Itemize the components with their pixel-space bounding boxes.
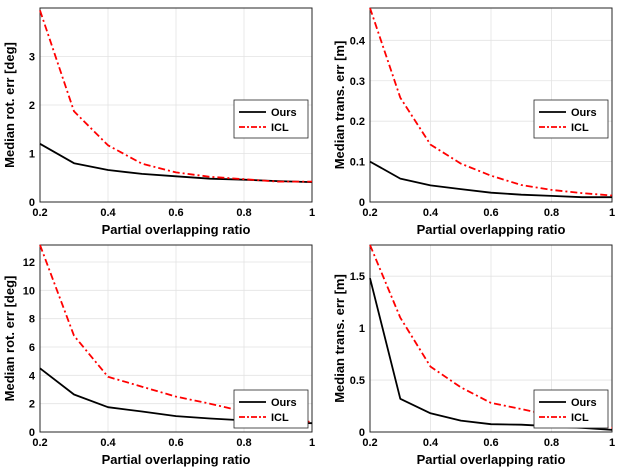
y-tick-label: 2: [29, 100, 35, 112]
x-tick-label: 1: [609, 437, 615, 449]
y-tick-label: 0.1: [350, 157, 365, 169]
axes-frame: [39, 7, 313, 203]
series-line-icl: [39, 10, 312, 183]
y-tick-label: 0.2: [350, 116, 365, 128]
legend-label-ours: Ours: [571, 397, 597, 409]
y-tick-label: 2: [29, 399, 35, 411]
series-line-ours: [369, 160, 612, 199]
x-tick-label: 1: [309, 437, 315, 449]
chart-panel-2: 0.2 0.4 0.6 0.8 1 0 0.1 0.2 0.3 0.4 Partial overla…: [332, 7, 615, 237]
x-axis-label: Partial overlapping ratio: [102, 452, 251, 467]
y-tick-label: 1: [29, 149, 35, 161]
y-tick-label: 0.4: [350, 35, 366, 47]
y-tick-label: 4: [29, 370, 36, 382]
x-axis-label: Partial overlapping ratio: [417, 452, 566, 467]
chart-panel-4: 0.2 0.4 0.6 0.8 1 0 0.5 1 1.5 Partial overlapping…: [332, 244, 615, 467]
axes-frame: [369, 244, 613, 433]
x-tick-label: 0.2: [362, 437, 377, 449]
legend-label-icl: ICL: [271, 412, 289, 424]
y-tick-label: 0: [359, 197, 365, 209]
legend-label-ours: Ours: [571, 107, 597, 119]
x-tick-label: 0.2: [32, 207, 47, 219]
y-tick-label: 1: [359, 323, 365, 335]
x-tick-label: 0.6: [483, 207, 498, 219]
y-tick-label: 0: [29, 427, 35, 439]
chart-panel-1: 0.2 0.4 0.6 0.8 1 0 1 2 3 Partial overlapping rat…: [2, 7, 315, 237]
x-tick-label: 0.4: [100, 437, 116, 449]
series-line-icl: [369, 7, 613, 197]
y-tick-label: 1.5: [350, 271, 365, 283]
x-tick-label: 0.6: [168, 437, 183, 449]
x-tick-label: 0.8: [544, 207, 559, 219]
x-tick-label: 0.4: [423, 437, 439, 449]
x-tick-label: 0.8: [544, 437, 559, 449]
legend-box: [533, 99, 609, 139]
y-tick-label: 6: [29, 342, 35, 354]
y-tick-label: 10: [23, 285, 35, 297]
y-tick-label: 8: [29, 314, 35, 326]
y-axis-label: Median rot. err [deg]: [2, 276, 17, 402]
y-tick-label: 0.5: [350, 375, 365, 387]
y-tick-label: 0: [29, 197, 35, 209]
x-tick-label: 0.8: [236, 437, 251, 449]
legend-label-ours: Ours: [271, 107, 297, 119]
legend-label-icl: ICL: [571, 122, 589, 134]
x-tick-label: 0.8: [236, 207, 251, 219]
legend-box: [233, 99, 309, 139]
x-tick-label: 1: [309, 207, 315, 219]
axes-frame: [369, 7, 613, 203]
series-line-icl: [39, 244, 313, 423]
axes-frame: [39, 244, 313, 433]
legend-label-icl: ICL: [571, 412, 589, 424]
legend-box: [533, 389, 609, 429]
y-tick-label: 0.3: [350, 76, 365, 88]
y-axis-label: Median trans. err [m]: [332, 274, 347, 403]
y-axis-label: Median rot. err [deg]: [2, 42, 17, 168]
y-tick-label: 3: [29, 52, 35, 64]
x-axis-label: Partial overlapping ratio: [102, 222, 251, 237]
y-tick-label: 12: [23, 257, 35, 269]
legend-box: [233, 389, 309, 429]
x-tick-label: 0.2: [362, 207, 377, 219]
x-tick-label: 0.4: [100, 207, 116, 219]
x-tick-label: 0.4: [423, 207, 439, 219]
x-axis-label: Partial overlapping ratio: [417, 222, 566, 237]
x-tick-label: 1: [609, 207, 615, 219]
y-tick-label: 0: [359, 427, 365, 439]
x-tick-label: 0.6: [168, 207, 183, 219]
legend-label-ours: Ours: [271, 397, 297, 409]
x-tick-label: 0.2: [32, 437, 47, 449]
legend-label-icl: ICL: [271, 122, 289, 134]
x-tick-label: 0.6: [483, 437, 498, 449]
y-axis-label: Median trans. err [m]: [332, 41, 347, 170]
